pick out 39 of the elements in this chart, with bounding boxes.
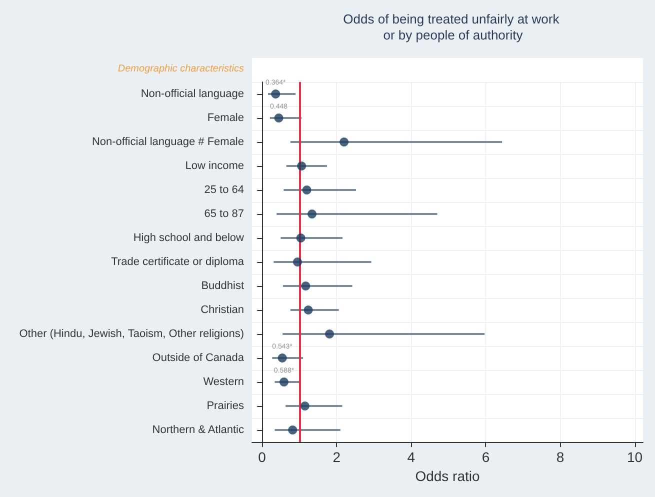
point: [325, 330, 334, 338]
y-tick-label: Western: [203, 376, 244, 388]
y-tick-label: Northern & Atlantic: [152, 424, 244, 436]
point: [308, 210, 317, 218]
point: [297, 162, 306, 170]
y-tick-label: Trade certificate or diploma: [111, 256, 245, 268]
y-tick-label: Prairies: [206, 400, 244, 412]
point: [279, 378, 288, 386]
text: Demographic characteristics: [118, 64, 244, 74]
point: [292, 258, 302, 266]
y-tick-label: Non-official language # Female: [92, 136, 244, 148]
point: [278, 354, 287, 362]
point: [296, 234, 306, 242]
point: [301, 282, 310, 290]
point: [340, 138, 349, 146]
x-tick-label: 10: [627, 449, 643, 465]
y-tick-label: Low income: [185, 160, 244, 172]
point: [271, 90, 280, 98]
chart-title: Odds of being treated unfairly at work or by people of authority: [343, 12, 563, 42]
point: [302, 186, 312, 194]
y-tick-label: 25 to 64: [204, 184, 244, 196]
x-tick-label: 0: [258, 449, 266, 465]
y-tick-label: Outside of Canada: [152, 352, 245, 364]
x-tick-label: 8: [556, 449, 564, 465]
y-tick-label: Female: [207, 112, 244, 124]
y-tick-label: 65 to 87: [204, 208, 244, 220]
x-tick-label: 4: [407, 449, 416, 465]
y-tick-label: Non-official language: [140, 88, 244, 100]
y-tick-label: Christian: [200, 304, 244, 316]
y-tick-label: Buddhist: [201, 280, 244, 292]
x-tick-label: 2: [332, 449, 341, 465]
x-axis-title: Odds ratio: [415, 468, 480, 484]
point: [300, 402, 310, 410]
point: [304, 306, 313, 314]
point: [274, 114, 284, 122]
point: [288, 426, 298, 434]
y-tick-label: Other (Hindu, Jewish, Taoism, Other religions): [19, 328, 244, 340]
y-tick-label: High school and below: [133, 232, 244, 244]
x-tick-label: 6: [482, 449, 490, 465]
